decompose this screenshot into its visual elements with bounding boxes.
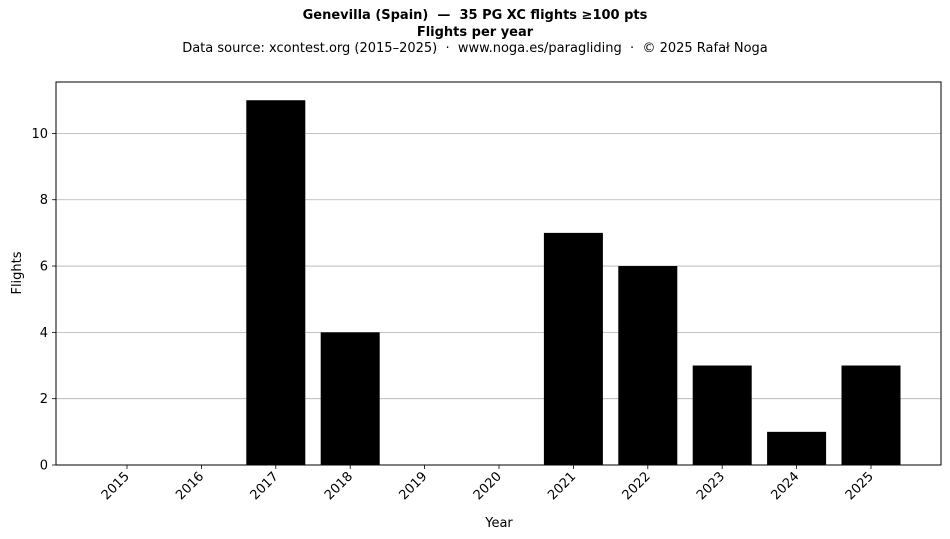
x-tick-label: 2017: [248, 469, 282, 503]
bar-2017: [246, 100, 306, 465]
y-tick-label: 10: [31, 127, 48, 142]
x-tick-label: 2020: [471, 469, 505, 503]
y-axis-label: Flights: [10, 251, 25, 294]
bar-2024: [767, 431, 827, 465]
bar-2023: [692, 365, 752, 465]
grid-lines: [56, 132, 941, 466]
x-tick-label: 2022: [620, 469, 654, 503]
y-tick-label: 6: [40, 260, 48, 275]
x-tick-label: 2016: [173, 469, 207, 503]
chart-subtitle: Flights per year: [416, 24, 534, 40]
bar-2022: [618, 266, 678, 465]
y-tick-label: 4: [40, 326, 48, 341]
bar-2025: [841, 365, 901, 465]
plot-frame: [55, 81, 942, 466]
chart-title: Genevilla (Spain) — 35 PG XC flights ≥10…: [302, 8, 648, 23]
x-tick-label: 2024: [768, 469, 802, 503]
bar-2018: [320, 332, 380, 465]
x-axis-label: Year: [484, 516, 513, 531]
chart-caption: Data source: xcontest.org (2015–2025) · …: [182, 41, 768, 56]
x-tick-label: 2018: [322, 469, 356, 503]
x-tick-label: 2019: [396, 469, 430, 503]
bars: [246, 100, 901, 465]
x-tick-label: 2023: [694, 469, 728, 503]
y-tick-label: 0: [40, 459, 48, 474]
x-tick-label: 2015: [99, 469, 133, 503]
y-tick-label: 8: [40, 193, 48, 208]
bar-2021: [543, 232, 603, 465]
x-tick-label: 2025: [843, 469, 877, 503]
chart-header: Genevilla (Spain) — 35 PG XC flights ≥10…: [0, 8, 950, 58]
x-tick-label: 2021: [545, 469, 579, 503]
y-tick-label: 2: [40, 392, 48, 407]
